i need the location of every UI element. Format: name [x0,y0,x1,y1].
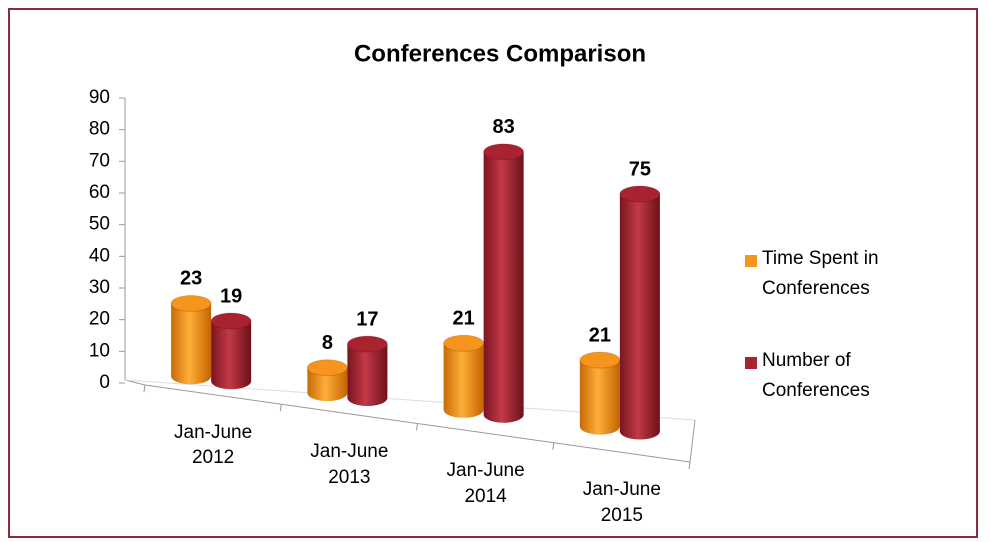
data-label: 75 [629,158,651,180]
y-tick-label: 70 [89,150,110,171]
bar-top [210,312,252,330]
y-tick-label: 0 [99,372,110,393]
x-tick-label: Jan-June 2013 [310,440,389,488]
bar-top [443,334,485,352]
legend-label: Time Spent in Conferences [762,248,879,300]
x-tick-label: Jan-June 2014 [446,460,525,507]
y-tick-label: 60 [89,182,110,203]
bar [347,344,388,398]
data-label: 23 [180,268,202,290]
x-tick [416,423,418,431]
x-tick [688,461,691,470]
bar [211,321,252,382]
bar-top [170,294,212,312]
y-tick-label: 10 [89,340,110,361]
data-label: 17 [356,308,378,330]
x-tick [552,442,555,450]
legend-swatch [745,357,757,369]
y-tick-label: 90 [89,87,110,108]
data-label: 83 [493,116,515,138]
bar [443,343,484,410]
y-tick-label: 50 [89,214,110,235]
data-label: 21 [589,324,611,346]
legend-label: Number of Conferences [762,350,870,402]
bar [579,360,620,427]
x-tick [143,384,146,393]
x-tick-label: Jan-June 2012 [174,421,253,469]
legend-swatch [745,255,757,267]
y-tick-label: 40 [89,245,110,266]
x-tick [279,404,282,412]
data-label: 19 [220,285,242,307]
data-label: 8 [322,332,333,354]
x-tick-label: Jan-June 2015 [582,479,661,527]
floor-edge [124,379,146,386]
chart-title: Conferences Comparison [354,40,646,67]
chart-frame [8,8,978,538]
bar-top [619,185,661,203]
bar [619,193,660,432]
bar-top [306,359,348,377]
bar [483,151,524,415]
bar-top [483,143,525,161]
data-label: 21 [453,308,475,330]
bar-top [579,351,621,369]
y-tick-label: 20 [89,309,110,330]
y-tick-label: 80 [89,119,110,140]
bar-top [346,335,388,353]
y-tick-label: 30 [89,277,110,298]
bar [171,303,212,377]
floor-edge [689,419,696,463]
